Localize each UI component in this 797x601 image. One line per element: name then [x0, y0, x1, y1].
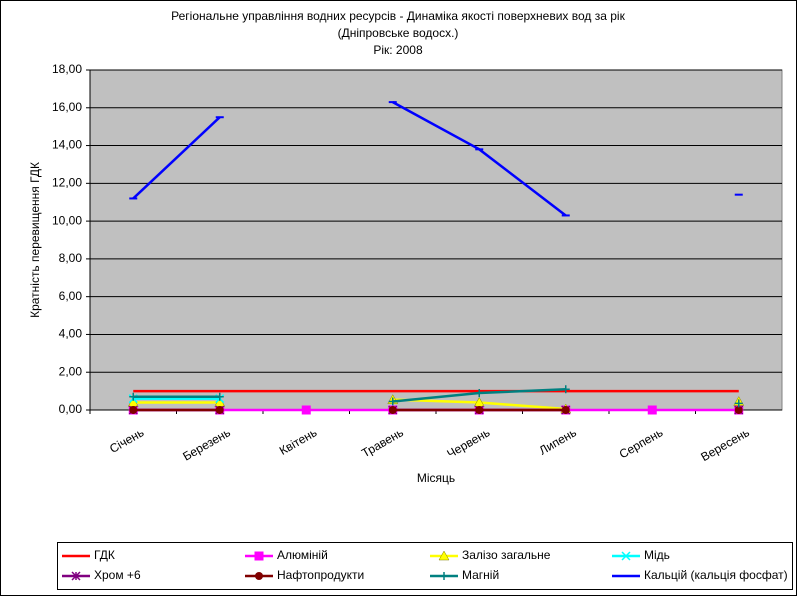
y-tick-label: 12,00	[52, 176, 82, 190]
series-line	[132, 116, 221, 200]
y-axis-label: Кратність перевищення ГДК	[28, 162, 42, 318]
plot-area	[89, 69, 783, 411]
legend-box	[57, 542, 793, 590]
y-tick-label: 0,00	[59, 402, 83, 416]
legend-label: Нафтопродукти	[277, 568, 364, 582]
marker	[438, 550, 450, 561]
marker	[215, 392, 224, 401]
legend-label: Хром +6	[94, 568, 141, 582]
legend-label: Кальцій (кальція фосфат)	[644, 568, 788, 582]
legend-label: Алюміній	[277, 548, 328, 562]
chart-year: Рік: 2008	[373, 43, 423, 57]
legend-label: Залізо загальне	[462, 548, 551, 562]
x-axis-label: Місяць	[417, 471, 455, 485]
marker	[734, 399, 743, 408]
marker	[71, 571, 81, 581]
marker	[255, 572, 263, 580]
marker	[647, 405, 657, 415]
legend-label: Магній	[462, 568, 499, 582]
y-tick-label: 10,00	[52, 213, 82, 227]
marker	[215, 406, 224, 414]
marker	[561, 385, 570, 394]
y-tick-label: 18,00	[52, 62, 82, 76]
y-tick-label: 8,00	[59, 251, 83, 265]
legend-label: Мідь	[644, 548, 670, 562]
y-tick-label: 16,00	[52, 100, 82, 114]
chart-title: Регіональне управління водних ресурсів -…	[171, 9, 625, 23]
marker	[561, 406, 570, 414]
marker	[129, 406, 138, 414]
marker	[734, 406, 743, 414]
marker	[129, 392, 138, 401]
marker	[475, 389, 484, 397]
marker	[621, 551, 631, 561]
y-tick-label: 4,00	[59, 327, 83, 341]
y-tick-label: 14,00	[52, 138, 82, 152]
marker	[388, 397, 397, 406]
marker	[301, 405, 311, 415]
marker	[440, 572, 448, 580]
legend-label: ГДК	[94, 548, 115, 562]
y-tick-label: 6,00	[59, 289, 83, 303]
y-tick-label: 2,00	[59, 364, 83, 378]
marker	[388, 406, 397, 414]
marker	[475, 406, 484, 414]
chart-subtitle: (Дніпровське водосх.)	[338, 26, 459, 40]
marker	[254, 551, 264, 561]
